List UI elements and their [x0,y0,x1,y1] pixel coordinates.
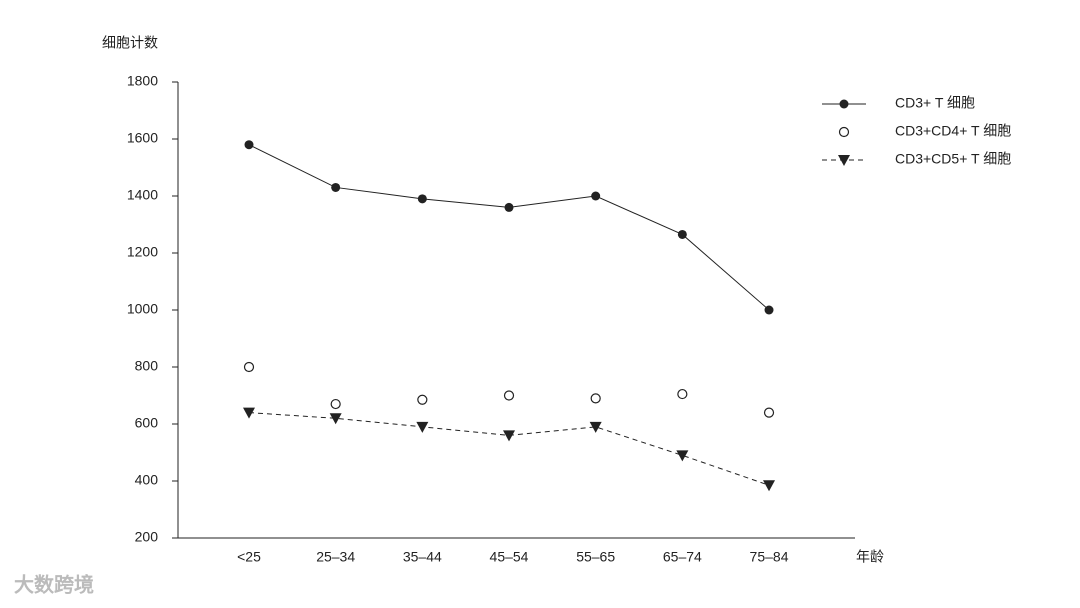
data-point [677,388,688,400]
y-tick-label: 1200 [127,244,158,260]
data-point [329,413,342,425]
x-tick-label: <25 [237,549,261,565]
y-tick-label: 1800 [127,73,158,89]
data-point [763,480,776,492]
legend-label: CD3+ T 细胞 [895,95,975,111]
data-point [764,305,774,315]
x-tick-label: 65–74 [663,549,702,565]
x-tick-label: 25–34 [316,549,355,565]
watermark: 大数跨境 [14,572,94,596]
legend-label: CD3+CD4+ T 细胞 [895,123,1011,139]
series-line [248,412,770,486]
x-tick-label: 45–54 [490,549,529,565]
data-point [503,390,515,401]
x-axis-label: 年龄 [856,549,884,565]
y-tick-label: 1600 [127,130,158,146]
y-axis-label: 细胞计数 [102,35,158,51]
x-tick-label: 35–44 [403,549,442,565]
y-tick-label: 200 [135,529,159,545]
y-tick-label: 1400 [127,187,158,203]
x-tick-label: 55–65 [576,549,615,565]
legend-marker [838,126,850,138]
data-point [677,229,687,239]
data-point [763,407,775,418]
data-point [331,182,341,192]
y-tick-label: 400 [135,472,159,488]
series-line [248,144,770,311]
data-point [330,398,341,410]
data-point [244,140,254,150]
data-point [417,194,427,204]
data-point [589,421,602,433]
data-point [417,394,428,405]
data-point [676,450,689,462]
x-tick-label: 75–84 [750,549,789,565]
data-point [416,421,429,433]
data-point [243,407,255,419]
y-tick-label: 600 [135,415,159,431]
legend-label: CD3+CD5+ T 细胞 [895,151,1011,167]
data-point [243,361,255,373]
data-point [504,202,514,212]
y-tick-label: 800 [135,358,159,374]
y-tick-label: 1000 [127,301,158,317]
legend-marker [839,99,849,109]
data-point [503,430,516,442]
data-point [591,191,601,201]
legend-marker [838,155,850,166]
data-point [590,393,601,404]
